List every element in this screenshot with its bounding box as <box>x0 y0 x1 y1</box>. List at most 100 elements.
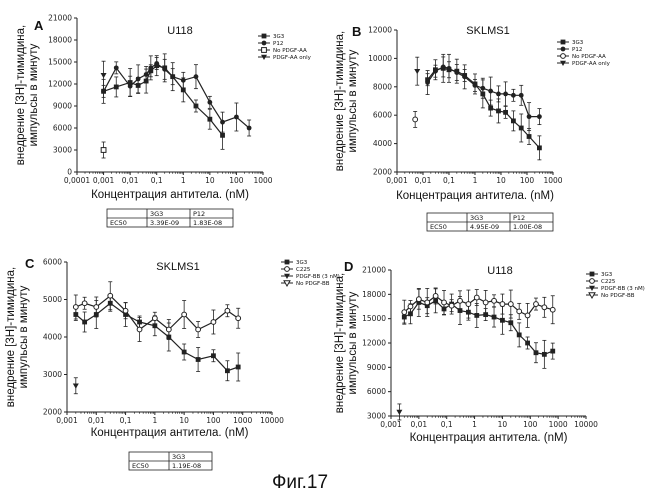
x-tick-label: 10 <box>205 176 215 185</box>
legend-marker <box>285 267 290 272</box>
chart-legend: 3G3P12No PDGF-AAPDGF-AA only <box>258 34 312 61</box>
x-tick-label: 0,01 <box>415 176 432 185</box>
data-point <box>433 294 438 299</box>
table-cell: 1.19E-08 <box>172 462 201 470</box>
x-axis-label: Концентрация антитела. (nM) <box>91 427 249 439</box>
legend-entry: 3G3 <box>273 34 285 40</box>
data-point <box>519 93 524 98</box>
data-point <box>527 134 532 139</box>
y-tick-label: 18000 <box>48 36 72 45</box>
x-tick-label: 1000 <box>233 416 252 425</box>
x-tick-label: 100 <box>229 176 244 185</box>
x-tick-label: 0,1 <box>441 420 453 429</box>
data-point <box>492 315 497 320</box>
data-point <box>483 300 488 305</box>
data-point <box>220 133 225 138</box>
y-tick-label: 3000 <box>53 146 72 155</box>
data-point <box>550 349 555 354</box>
chart-panel-a: 0300060009000120001500018000210000,00010… <box>15 14 312 228</box>
y-tick-label: 15000 <box>48 58 72 67</box>
data-point <box>236 316 241 321</box>
table-cell: 1.00E-08 <box>513 223 542 231</box>
figure-caption: Фиг.17 <box>272 472 328 493</box>
x-tick-label: 1000 <box>253 176 272 185</box>
x-axis-label: Концентрация антитела. (nM) <box>91 189 249 201</box>
table-cell: 3.39E-09 <box>150 219 179 227</box>
data-point <box>517 332 522 337</box>
data-point <box>454 70 459 75</box>
data-point <box>211 320 216 325</box>
x-tick-label: 100 <box>206 416 221 425</box>
panel-label: A <box>34 18 44 33</box>
data-point <box>408 304 413 309</box>
legend-entry: PDGF-AA only <box>273 55 312 61</box>
chart-legend: 3G3C225PDGF-BB (3 nM)No PDGF-BB <box>586 272 645 299</box>
legend-entry: No PDGF-BB <box>601 293 635 299</box>
data-point <box>511 118 516 123</box>
x-axis-label: Концентрация антитела. (nM) <box>410 432 568 444</box>
series-no-pdgf-aa <box>101 142 106 158</box>
data-point <box>492 298 497 303</box>
x-tick-label: 10000 <box>574 420 598 429</box>
data-point <box>182 350 187 355</box>
chart-title: SKLMS1 <box>466 25 509 37</box>
data-point <box>144 72 149 77</box>
data-point <box>73 305 78 310</box>
data-point <box>148 65 153 70</box>
y-tick-label: 5000 <box>43 295 62 304</box>
data-point <box>537 114 542 119</box>
data-point <box>488 89 493 94</box>
y-axis-label-line1: внедрение [3Н]-тимидина, <box>334 273 346 414</box>
data-point <box>82 320 87 325</box>
x-tick-label: 0,001 <box>386 176 408 185</box>
x-tick-label: 0,1 <box>151 176 163 185</box>
data-point <box>101 148 106 153</box>
data-point <box>503 92 508 97</box>
table-header-cell: 3G3 <box>470 214 483 222</box>
legend-entry: P12 <box>273 41 283 47</box>
data-point <box>236 365 241 370</box>
x-tick-label: 1 <box>472 420 477 429</box>
y-tick-label: 21000 <box>362 266 386 275</box>
x-tick-label: 10 <box>498 420 508 429</box>
data-point <box>101 89 106 94</box>
y-tick-label: 12000 <box>362 339 386 348</box>
y-tick-label: 3000 <box>43 370 62 379</box>
y-tick-label: 12000 <box>48 80 72 89</box>
table-cell: 1.83E-08 <box>193 219 222 227</box>
data-point <box>396 410 402 415</box>
x-tick-label: 1 <box>181 176 186 185</box>
data-point <box>82 301 87 306</box>
data-point <box>537 145 542 150</box>
data-point <box>425 300 430 305</box>
y-tick-label: 10000 <box>368 54 392 63</box>
ec50-table: EC503G31.19E-08 <box>129 452 212 470</box>
data-point <box>94 305 99 310</box>
data-point <box>207 100 212 105</box>
legend-marker <box>561 47 566 52</box>
y-tick-label: 8000 <box>373 82 392 91</box>
legend-entry: C225 <box>601 279 616 285</box>
data-point <box>416 297 421 302</box>
legend-marker <box>262 34 267 39</box>
y-tick-label: 6000 <box>53 124 72 133</box>
data-point <box>136 76 141 81</box>
y-tick-label: 12000 <box>368 26 392 35</box>
data-point <box>508 320 513 325</box>
y-tick-label: 6000 <box>43 258 62 267</box>
data-point <box>517 309 522 314</box>
x-tick-label: 0,001 <box>380 420 402 429</box>
legend-marker <box>285 260 290 265</box>
data-point <box>449 303 454 308</box>
series-p12 <box>101 56 251 136</box>
x-tick-label: 100 <box>523 420 538 429</box>
x-tick-label: 0,001 <box>56 416 78 425</box>
data-point <box>542 352 547 357</box>
data-point <box>220 120 225 125</box>
series-pdgf-aa-only <box>101 61 107 89</box>
chart-panels: 0300060009000120001500018000210000,00010… <box>5 14 645 471</box>
x-tick-label: 0,1 <box>443 176 455 185</box>
data-point <box>73 384 79 389</box>
data-point <box>433 69 438 74</box>
data-point <box>496 92 501 97</box>
